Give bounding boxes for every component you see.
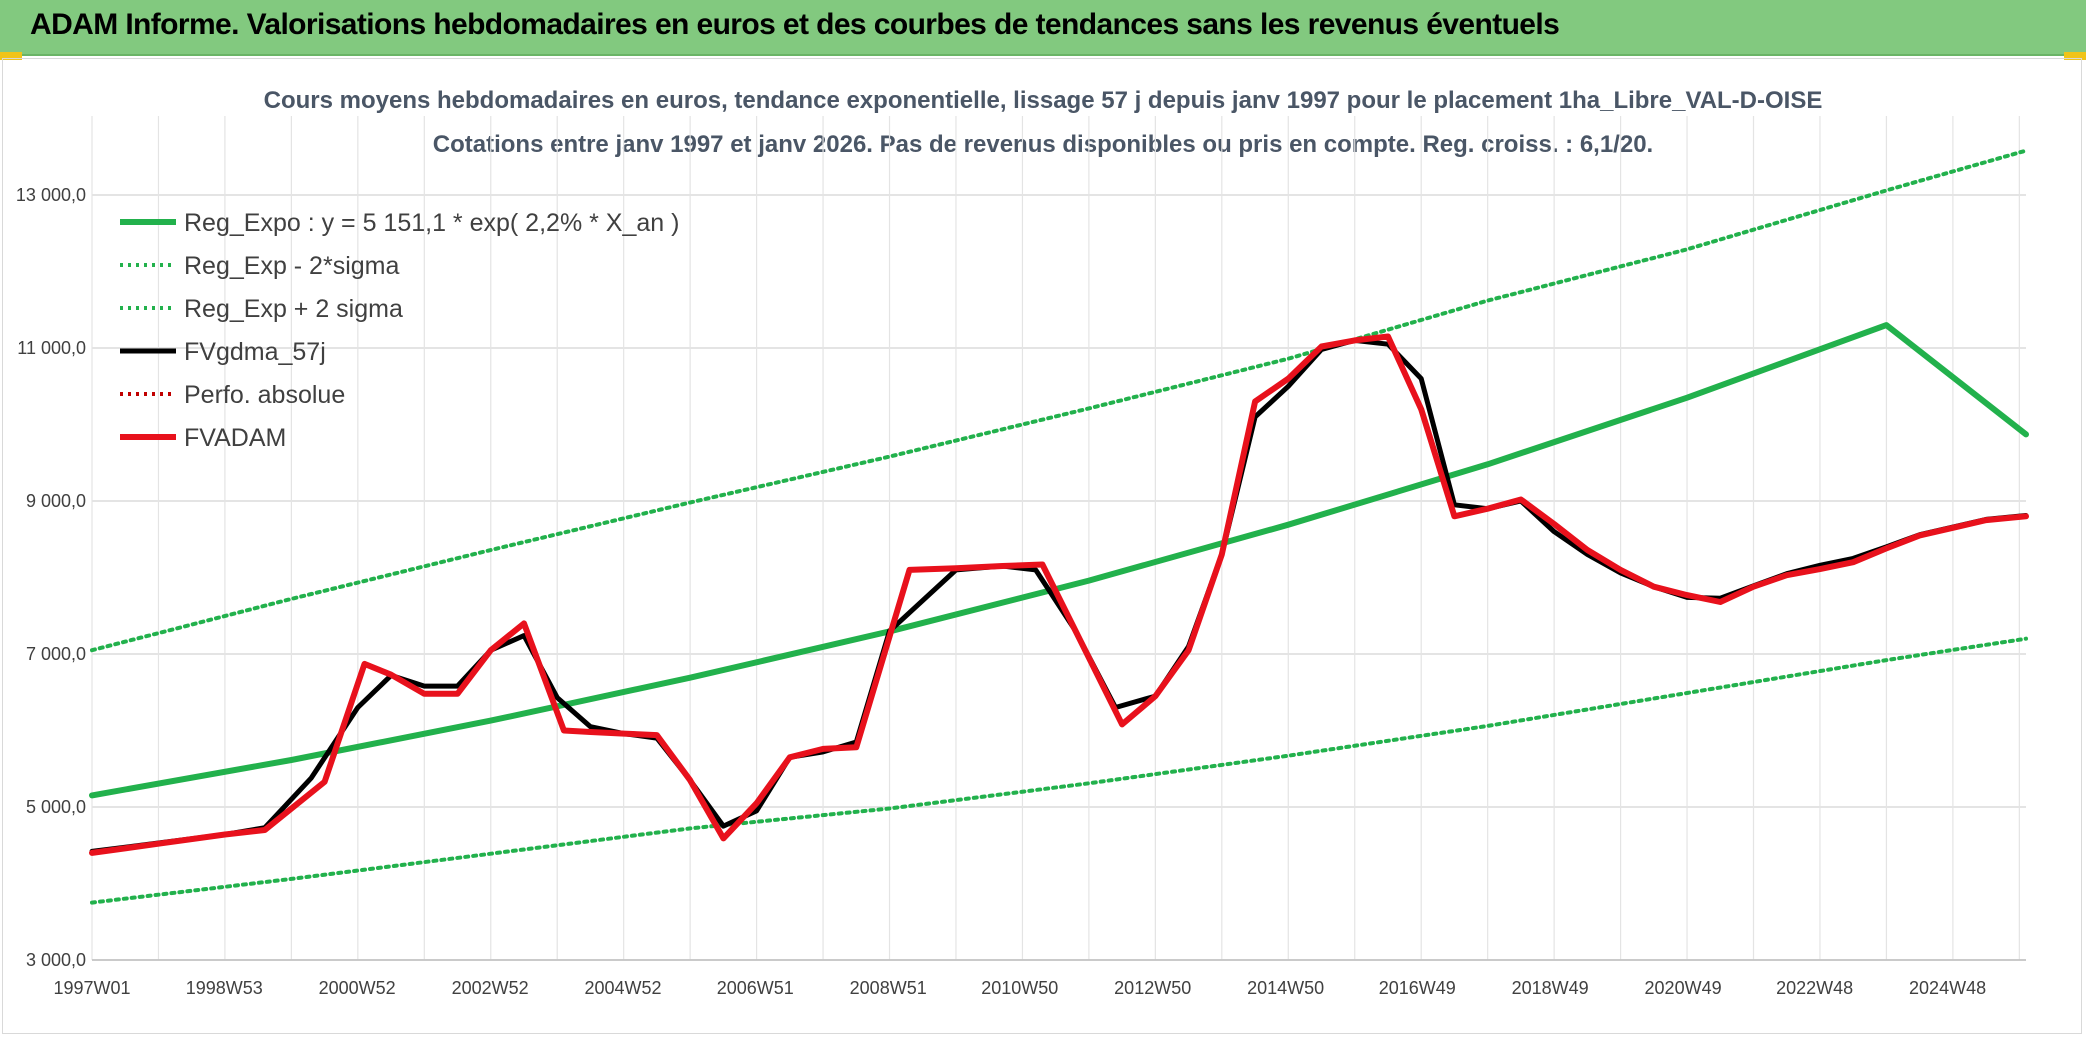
y-tick-label: 7 000,0 bbox=[26, 644, 86, 664]
legend-label-0: Reg_Expo : y = 5 151,1 * exp( 2,2% * X_a… bbox=[184, 209, 679, 237]
legend-label-1: Reg_Exp - 2*sigma bbox=[184, 252, 399, 280]
y-tick-label: 11 000,0 bbox=[17, 338, 86, 358]
legend-label-4: Perfo. absolue bbox=[184, 381, 345, 409]
banner-corner-left bbox=[0, 52, 22, 60]
chart-subtitle-line-2: Cotations entre janv 1997 et janv 2026. … bbox=[433, 131, 1653, 158]
x-tick-label: 1998W53 bbox=[186, 978, 263, 998]
x-tick-label: 2004W52 bbox=[584, 978, 661, 998]
chart-frame bbox=[2, 58, 2082, 1034]
series-line-2 bbox=[90, 148, 2028, 653]
x-tick-label: 2012W50 bbox=[1114, 978, 1191, 998]
y-tick-label: 13 000,0 bbox=[16, 185, 86, 205]
y-tick-label: 3 000,0 bbox=[26, 950, 86, 970]
series-line-1 bbox=[90, 636, 2028, 905]
x-tick-label: 2010W50 bbox=[981, 978, 1058, 998]
series-line-5 bbox=[89, 333, 2029, 856]
chart-subtitle-line-1: Cours moyens hebdomadaires en euros, ten… bbox=[264, 87, 1823, 114]
legend-label-2: Reg_Exp + 2 sigma bbox=[184, 295, 403, 323]
x-tick-label: 2020W49 bbox=[1645, 978, 1722, 998]
series-line-0 bbox=[89, 322, 2029, 799]
x-tick-label: 2008W51 bbox=[850, 978, 927, 998]
y-axis-ticks: 3 000,0 5 000,0 7 000,0 9 000,0 11 000,0 13 0… bbox=[16, 185, 86, 970]
x-tick-label: 2018W49 bbox=[1512, 978, 1589, 998]
chart-series bbox=[89, 148, 2029, 905]
x-tick-label: 2016W49 bbox=[1379, 978, 1456, 998]
y-tick-label: 5 000,0 bbox=[26, 797, 86, 817]
banner-corner-right bbox=[2064, 52, 2086, 60]
legend-label-5: FVADAM bbox=[184, 424, 286, 452]
x-tick-label: 2002W52 bbox=[452, 978, 529, 998]
report-banner: ADAM Informe. Valorisations hebdomadaire… bbox=[0, 0, 2086, 56]
x-tick-label: 2024W48 bbox=[1909, 978, 1986, 998]
banner-title: ADAM Informe. Valorisations hebdomadaire… bbox=[30, 8, 1560, 41]
x-tick-label: 2000W52 bbox=[319, 978, 396, 998]
x-tick-label: 2006W51 bbox=[717, 978, 794, 998]
x-tick-label: 1997W01 bbox=[53, 978, 130, 998]
chart-legend: Reg_Expo : y = 5 151,1 * exp( 2,2% * X_a… bbox=[120, 209, 679, 452]
x-axis-ticks: 1997W01 1998W53 2000W52 2002W52 2004W52 2006W… bbox=[53, 978, 1986, 998]
chart-grid bbox=[91, 116, 2026, 961]
legend-label-3: FVgdma_57j bbox=[184, 338, 326, 366]
x-tick-label: 2022W48 bbox=[1776, 978, 1853, 998]
x-tick-label: 2014W50 bbox=[1247, 978, 1324, 998]
y-tick-label: 9 000,0 bbox=[26, 491, 86, 511]
